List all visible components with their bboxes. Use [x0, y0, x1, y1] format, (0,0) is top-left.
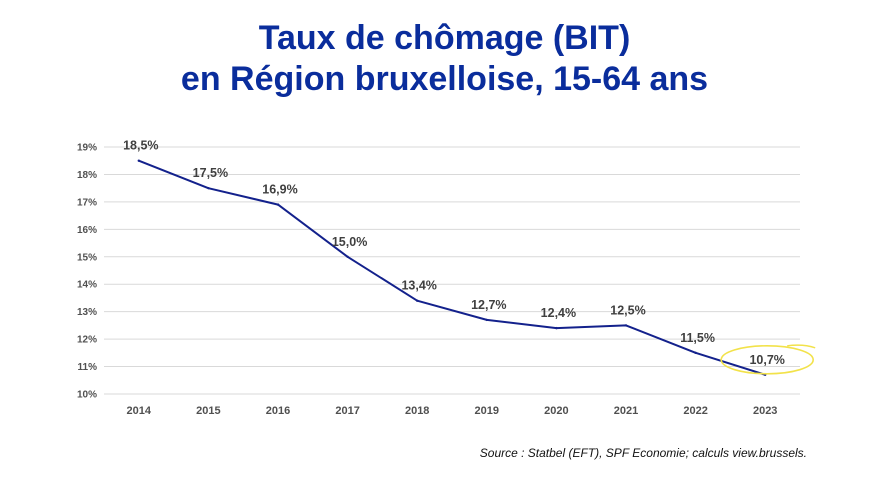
chart-title-line-2: en Région bruxelloise, 15-64 ans	[180, 60, 709, 98]
x-tick-label: 2014	[127, 405, 152, 417]
highlight-stroke	[787, 344, 816, 349]
data-point	[276, 203, 280, 206]
data-point	[416, 299, 419, 302]
data-label: 13,4%	[401, 279, 436, 293]
data-point	[137, 159, 140, 162]
data-point	[624, 324, 628, 327]
x-tick-label: 2023	[753, 405, 777, 417]
data-point	[694, 351, 697, 355]
data-label: 18,5%	[123, 139, 158, 153]
data-point	[555, 326, 558, 330]
x-tick-label: 2018	[405, 405, 429, 417]
data-label: 12,5%	[610, 303, 645, 317]
x-tick-label: 2021	[614, 405, 638, 417]
x-tick-label: 2017	[335, 405, 359, 417]
data-point	[485, 318, 488, 322]
series-line	[138, 159, 766, 376]
y-tick-label: 10%	[77, 390, 97, 401]
data-label: 15,0%	[332, 235, 367, 249]
chart-title-line-1: Taux de chômage (BIT)	[258, 19, 631, 57]
data-label: 16,9%	[262, 183, 297, 197]
y-tick-label: 18%	[77, 170, 97, 181]
y-tick-label: 11%	[78, 362, 98, 373]
y-tick-label: 12%	[77, 335, 97, 346]
data-point	[346, 255, 349, 258]
data-label: 10,7%	[749, 353, 784, 367]
data-point	[207, 186, 210, 190]
y-tick-label: 14%	[77, 280, 97, 291]
y-tick-label: 15%	[77, 252, 97, 263]
source-note: Source : Statbel (EFT), SPF Economie; ca…	[479, 446, 807, 460]
x-tick-label: 2020	[544, 405, 568, 417]
x-tick-label: 2022	[683, 405, 707, 417]
data-label: 11,5%	[680, 331, 715, 345]
highlight-circle	[720, 344, 815, 375]
data-label: 12,7%	[471, 298, 506, 312]
x-tick-label: 2016	[266, 405, 290, 417]
chart-title: Taux de chômage (BIT) en Région bruxello…	[0, 18, 889, 100]
x-tick-label: 2019	[475, 405, 499, 417]
y-tick-label: 13%	[77, 307, 97, 318]
y-tick-label: 17%	[77, 197, 97, 208]
data-label: 17,5%	[193, 166, 228, 180]
x-tick-label: 2015	[196, 405, 220, 417]
data-label: 12,4%	[541, 306, 576, 320]
y-tick-label: 19%	[77, 143, 97, 154]
y-tick-label: 16%	[77, 225, 97, 236]
